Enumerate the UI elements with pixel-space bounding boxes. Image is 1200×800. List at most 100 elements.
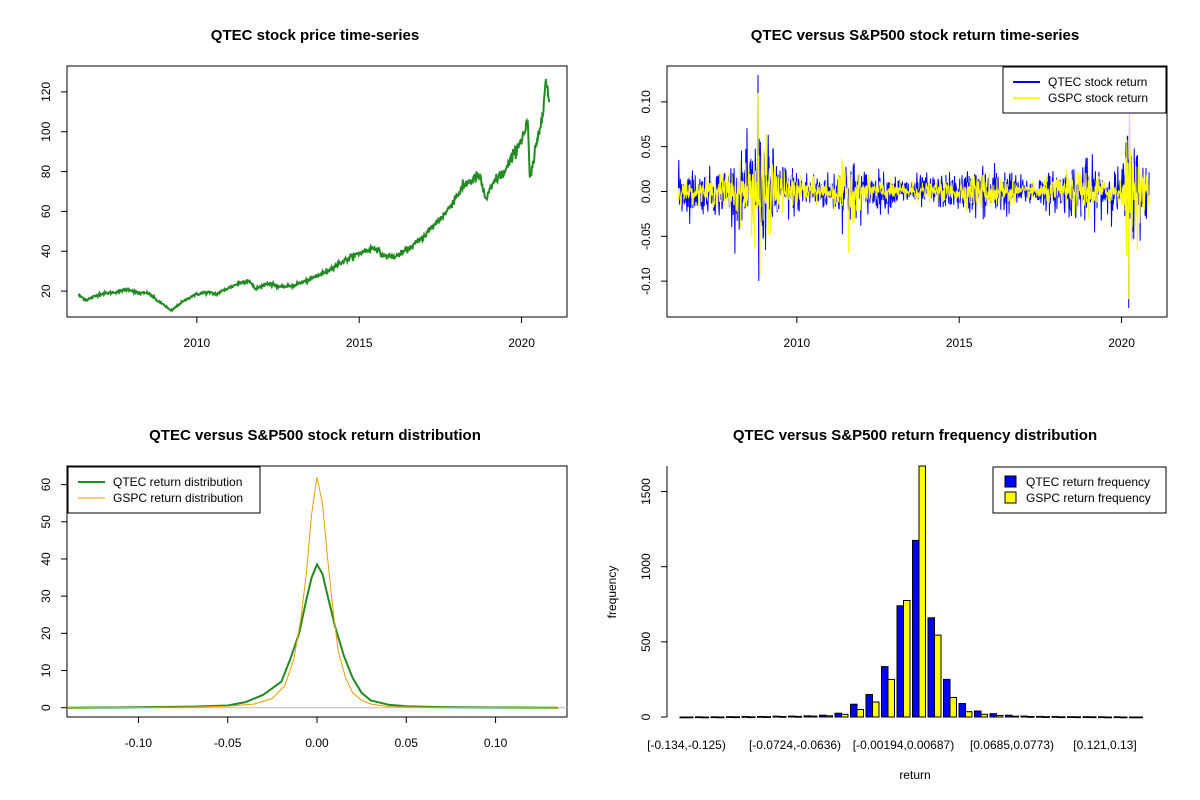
histogram-plot-area <box>679 465 1143 719</box>
histogram-bar-qtec <box>757 716 765 718</box>
histogram-x-tick-label: [-0.00194,0.00687) <box>853 738 954 752</box>
histogram-bar-gspc <box>996 715 1004 718</box>
density-title: QTEC versus S&P500 stock return distribu… <box>149 427 481 444</box>
returns-y-tick-label: 0.00 <box>639 179 653 203</box>
price-x-axis: 2010 2015 2020 <box>184 316 535 350</box>
histogram-bar-gspc <box>717 716 725 719</box>
histogram-bar-qtec <box>819 714 827 718</box>
histogram-bar-gspc <box>732 716 740 719</box>
density-series-line-qtec <box>66 562 559 709</box>
density-x-tick-label: 0.00 <box>305 736 329 750</box>
price-title: QTEC stock price time-series <box>211 27 419 44</box>
returns-y-axis: -0.10 -0.05 0.00 0.05 0.10 <box>639 90 667 295</box>
histogram-bar-qtec <box>726 716 734 719</box>
histogram-legend-label-gspc: GSPC return frequency <box>1026 491 1151 505</box>
histogram-legend-swatch-qtec <box>1004 475 1017 488</box>
returns-legend-label-qtec: QTEC stock return <box>1048 75 1147 89</box>
histogram-x-label: return <box>899 768 930 782</box>
returns-x-tick-label: 2020 <box>1108 336 1135 350</box>
returns-title: QTEC versus S&P500 stock return time-ser… <box>751 27 1079 44</box>
histogram-bar-qtec <box>1113 716 1121 719</box>
histogram-bar-qtec <box>1129 716 1137 719</box>
histogram-bar-qtec <box>989 713 997 718</box>
histogram-bar-gspc <box>1089 716 1097 719</box>
price-y-tick-label: 20 <box>39 284 53 298</box>
density-legend-label-gspc: GSPC return distribution <box>113 491 243 505</box>
returns-x-tick-label: 2015 <box>946 336 973 350</box>
histogram-y-label: frequency <box>605 566 619 619</box>
returns-y-tick-label: 0.10 <box>639 90 653 114</box>
histogram-bar-gspc <box>763 716 771 719</box>
density-y-axis: 0 10 20 30 40 50 60 <box>39 478 67 711</box>
histogram-bar-gspc <box>841 713 849 718</box>
histogram-y-tick-label: 500 <box>639 632 653 652</box>
histogram-bar-qtec <box>695 716 703 719</box>
returns-series-line-gspc <box>677 92 1150 300</box>
histogram-bar-qtec <box>1020 715 1028 718</box>
histogram-bar-gspc <box>1058 716 1066 719</box>
histogram-legend-swatch-gspc <box>1004 491 1017 504</box>
density-x-tick-label: -0.10 <box>125 736 153 750</box>
density-series-line-gspc <box>66 477 559 709</box>
returns-y-tick-label: -0.05 <box>639 222 653 250</box>
density-legend-box <box>67 466 261 514</box>
histogram-bar-qtec <box>1036 715 1044 718</box>
histogram-bar-qtec <box>1051 716 1059 718</box>
returns-plot-area <box>677 74 1150 309</box>
histogram-bar-gspc <box>779 716 787 718</box>
histogram-bar-gspc <box>949 697 957 718</box>
returns-y-tick-label: -0.10 <box>639 267 653 295</box>
price-panel: QTEC stock price time-series 2010 2015 202… <box>39 27 568 350</box>
histogram-bar-qtec <box>741 716 749 718</box>
histogram-bar-qtec <box>896 605 904 718</box>
histogram-bar-qtec <box>943 678 951 718</box>
density-x-tick-label: 0.05 <box>395 736 419 750</box>
density-y-tick-label: 30 <box>39 589 53 603</box>
returns-y-tick-label: 0.05 <box>639 135 653 159</box>
histogram-bar-gspc <box>872 701 880 718</box>
price-y-axis: 20 40 60 80 100 120 <box>39 82 67 298</box>
histogram-bar-qtec <box>1005 714 1013 718</box>
histogram-bar-qtec <box>912 539 920 718</box>
histogram-bar-gspc <box>856 709 864 718</box>
histogram-bar-gspc <box>748 716 756 719</box>
price-series-line <box>77 78 551 312</box>
histogram-x-tick-label: [0.0685,0.0773) <box>970 738 1054 752</box>
density-legend-label-qtec: QTEC return distribution <box>113 475 242 489</box>
returns-panel: QTEC versus S&P500 stock return time-ser… <box>639 27 1168 350</box>
histogram-bar-gspc <box>903 600 911 718</box>
histogram-legend-box <box>992 466 1167 514</box>
returns-legend-box <box>1002 66 1167 114</box>
price-y-tick-label: 120 <box>39 82 53 102</box>
histogram-bar-qtec <box>1098 716 1106 719</box>
price-plot-area <box>77 78 551 312</box>
histogram-bar-gspc <box>1011 715 1019 718</box>
returns-legend-label-gspc: GSPC stock return <box>1048 91 1148 105</box>
histogram-x-tick-label: [-0.134,-0.125) <box>647 738 726 752</box>
density-x-axis: -0.10 -0.05 0.00 0.05 0.10 <box>125 716 508 750</box>
histogram-bar-qtec <box>958 703 966 718</box>
histogram-bar-gspc <box>794 715 802 718</box>
histogram-bar-qtec <box>803 715 811 718</box>
histogram-bar-gspc <box>887 678 895 718</box>
histogram-bar-gspc <box>825 715 833 718</box>
price-y-tick-label: 40 <box>39 244 53 258</box>
price-plot-box <box>66 65 568 318</box>
histogram-x-tick-label: [-0.0724,-0.0636) <box>749 738 841 752</box>
histogram-title: QTEC versus S&P500 return frequency dist… <box>733 427 1097 444</box>
histogram-x-tick-label: [0.121,0.13] <box>1073 738 1136 752</box>
histogram-bar-qtec <box>788 715 796 718</box>
density-y-tick-label: 0 <box>39 704 53 711</box>
histogram-bar-qtec <box>1067 716 1075 719</box>
price-x-tick-label: 2020 <box>508 336 535 350</box>
histogram-bar-gspc <box>918 465 926 718</box>
histogram-bar-gspc <box>934 634 942 718</box>
density-y-tick-label: 40 <box>39 552 53 566</box>
returns-x-tick-label: 2010 <box>784 336 811 350</box>
histogram-bar-qtec <box>772 715 780 718</box>
price-y-tick-label: 100 <box>39 121 53 141</box>
histogram-bar-qtec <box>710 716 718 719</box>
histogram-bar-qtec <box>679 716 687 719</box>
histogram-bar-qtec <box>850 703 858 718</box>
